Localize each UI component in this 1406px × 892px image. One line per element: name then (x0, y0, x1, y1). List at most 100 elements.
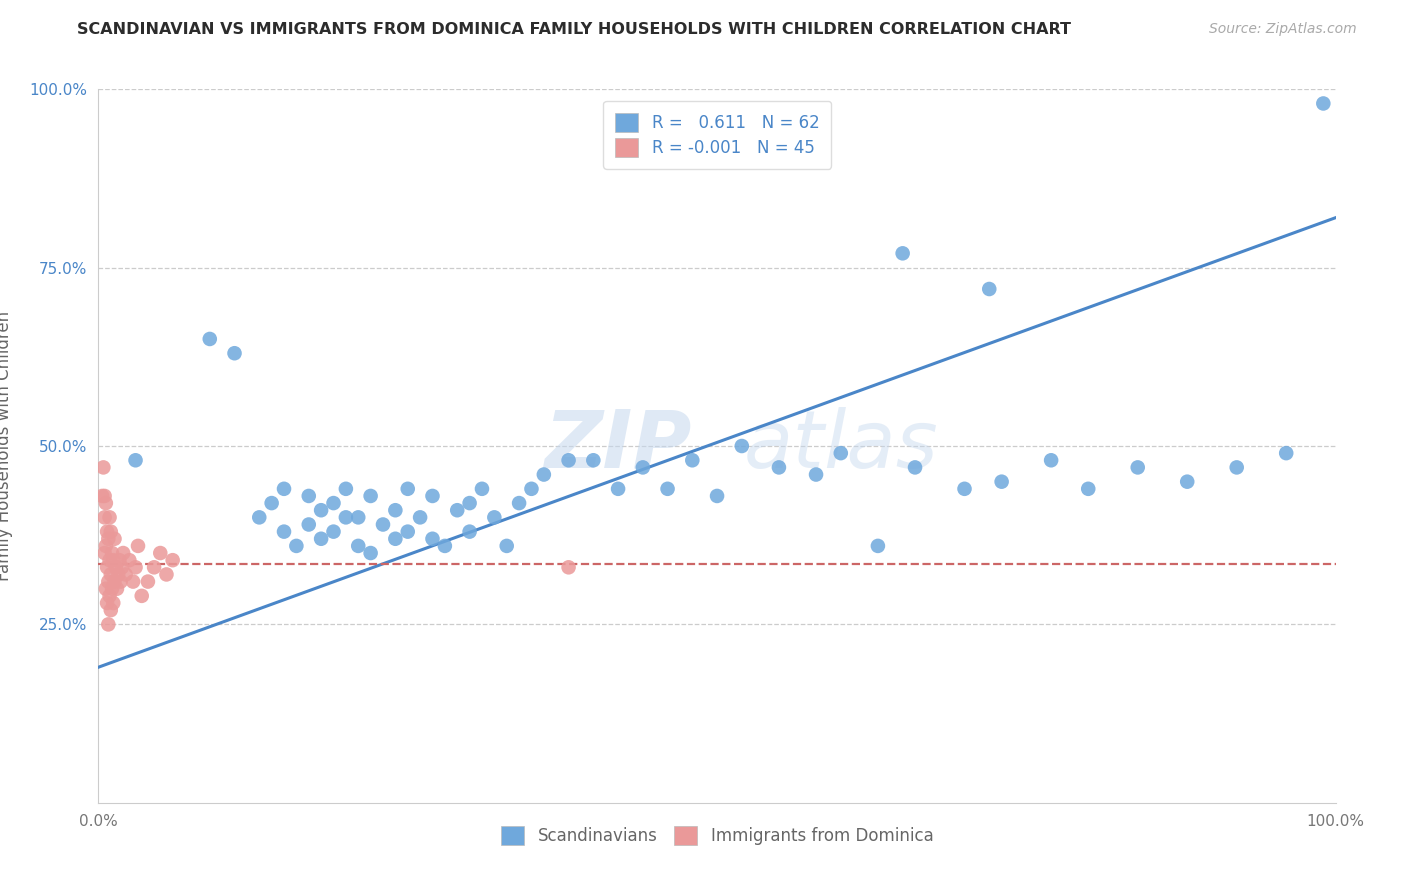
Point (97, 574, 120, 589)
Point (94, 582, 117, 596)
Point (446, 503, 468, 517)
Y-axis label: Family Households with Children: Family Households with Children (0, 311, 13, 581)
Point (904, 460, 927, 475)
Point (107, 567, 129, 582)
Point (409, 510, 432, 524)
Point (335, 482, 357, 496)
Point (384, 532, 406, 546)
Point (384, 503, 406, 517)
Point (104, 560, 127, 574)
Point (155, 567, 177, 582)
Text: atlas: atlas (744, 407, 938, 485)
Point (149, 546, 172, 560)
Point (433, 539, 456, 553)
Point (396, 524, 419, 539)
Point (298, 517, 321, 532)
Point (122, 574, 145, 589)
Point (681, 453, 703, 467)
Point (96, 560, 118, 574)
Point (422, 532, 444, 546)
Point (101, 546, 124, 560)
Point (298, 489, 321, 503)
Point (97, 532, 120, 546)
Point (103, 553, 125, 567)
Point (458, 524, 481, 539)
Point (607, 482, 630, 496)
Point (110, 574, 132, 589)
Point (322, 524, 344, 539)
Point (360, 489, 382, 503)
Point (533, 467, 555, 482)
Point (471, 482, 494, 496)
Point (94, 496, 117, 510)
Point (990, 475, 1012, 489)
Point (891, 246, 914, 260)
Point (224, 346, 246, 360)
Point (105, 582, 128, 596)
Point (360, 546, 382, 560)
Point (93, 510, 115, 524)
Point (111, 560, 134, 574)
Point (979, 282, 1001, 296)
Point (804, 467, 827, 482)
Text: Source: ZipAtlas.com: Source: ZipAtlas.com (1209, 22, 1357, 37)
Point (124, 560, 146, 574)
Point (143, 560, 166, 574)
Point (1226, 460, 1249, 475)
Point (97, 617, 120, 632)
Point (112, 546, 135, 560)
Point (830, 446, 852, 460)
Point (347, 510, 370, 524)
Point (1275, 446, 1298, 460)
Point (557, 453, 579, 467)
Point (520, 482, 543, 496)
Point (582, 453, 605, 467)
Point (1175, 475, 1198, 489)
Point (98, 553, 121, 567)
Point (273, 524, 295, 539)
Point (631, 460, 654, 475)
Point (768, 460, 790, 475)
Point (118, 553, 141, 567)
Point (98, 510, 121, 524)
Point (309, 532, 332, 546)
Point (309, 503, 332, 517)
Point (706, 489, 728, 503)
Point (458, 496, 481, 510)
Point (103, 574, 125, 589)
Point (557, 560, 579, 574)
Point (162, 553, 184, 567)
Point (127, 539, 149, 553)
Point (396, 482, 419, 496)
Point (273, 482, 295, 496)
Point (866, 539, 889, 553)
Point (1312, 96, 1334, 111)
Point (508, 496, 530, 510)
Point (114, 567, 136, 582)
Point (347, 539, 370, 553)
Point (100, 567, 122, 582)
Point (103, 596, 125, 610)
Point (198, 332, 221, 346)
Point (657, 482, 679, 496)
Point (322, 496, 344, 510)
Point (335, 510, 357, 524)
Point (108, 553, 131, 567)
Point (103, 532, 125, 546)
Legend: Scandinavians, Immigrants from Dominica: Scandinavians, Immigrants from Dominica (488, 813, 946, 859)
Point (247, 510, 270, 524)
Point (100, 603, 122, 617)
Point (93, 546, 115, 560)
Text: ZIP: ZIP (544, 407, 692, 485)
Point (285, 539, 308, 553)
Point (731, 439, 754, 453)
Point (101, 582, 124, 596)
Point (260, 496, 283, 510)
Point (98, 589, 121, 603)
Point (484, 510, 506, 524)
Point (1077, 482, 1099, 496)
Point (93, 489, 115, 503)
Text: SCANDINAVIAN VS IMMIGRANTS FROM DOMINICA FAMILY HOUSEHOLDS WITH CHILDREN CORRELA: SCANDINAVIAN VS IMMIGRANTS FROM DOMINICA… (77, 22, 1071, 37)
Point (94, 539, 117, 553)
Point (953, 482, 976, 496)
